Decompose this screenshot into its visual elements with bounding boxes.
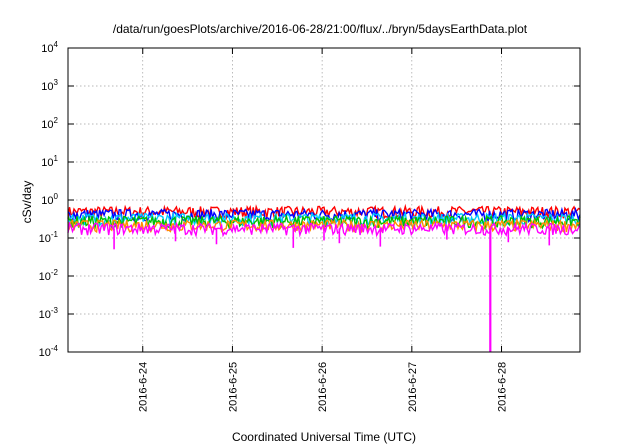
x-tick-label: 2016-6-27 — [407, 362, 419, 412]
y-tick-label: 10-3 — [39, 306, 59, 321]
y-tick-label-exponent: -3 — [51, 306, 59, 315]
y-tick-label-base: 10 — [39, 309, 51, 321]
y-tick-label-exponent: 1 — [54, 154, 59, 163]
series-line — [67, 203, 581, 221]
y-tick-label: 101 — [41, 154, 58, 169]
y-tick-label-base: 10 — [41, 81, 53, 93]
y-tick-label-base: 10 — [39, 233, 51, 245]
y-tick-label-base: 10 — [39, 347, 51, 359]
y-tick-label: 103 — [41, 78, 58, 93]
y-tick-label-base: 10 — [41, 195, 53, 207]
series-line — [67, 221, 581, 238]
y-tick-label-exponent: 4 — [54, 40, 59, 49]
y-tick-label: 10-2 — [39, 268, 59, 283]
y-tick-label: 104 — [41, 40, 58, 55]
y-tick-label-exponent: -1 — [51, 230, 59, 239]
x-tick-label: 2016-6-25 — [227, 362, 239, 412]
x-tick-label: 2016-6-28 — [497, 362, 509, 412]
x-axis-label: Coordinated Universal Time (UTC) — [231, 430, 417, 444]
y-tick-label-exponent: 3 — [54, 78, 59, 87]
y-tick-label: 100 — [41, 192, 58, 207]
y-tick-label-base: 10 — [41, 119, 53, 131]
y-tick-label-exponent: 2 — [54, 116, 59, 125]
y-tick-label: 10-4 — [39, 344, 59, 359]
y-tick-label: 102 — [41, 116, 58, 131]
y-tick-label-exponent: 0 — [54, 192, 59, 201]
series-line — [67, 206, 581, 224]
x-tick-label: 2016-6-24 — [138, 362, 150, 412]
y-tick-label-base: 10 — [39, 271, 51, 283]
x-tick-label: 2016-6-26 — [317, 362, 329, 412]
y-tick-label-exponent: -4 — [51, 344, 59, 353]
y-tick-label-base: 10 — [41, 157, 53, 169]
y-tick-label-base: 10 — [41, 43, 53, 55]
y-tick-label: 10-1 — [39, 230, 59, 245]
y-tick-label-exponent: -2 — [51, 268, 59, 277]
chart-title: /data/run/goesPlots/archive/2016-06-28/2… — [112, 22, 528, 36]
